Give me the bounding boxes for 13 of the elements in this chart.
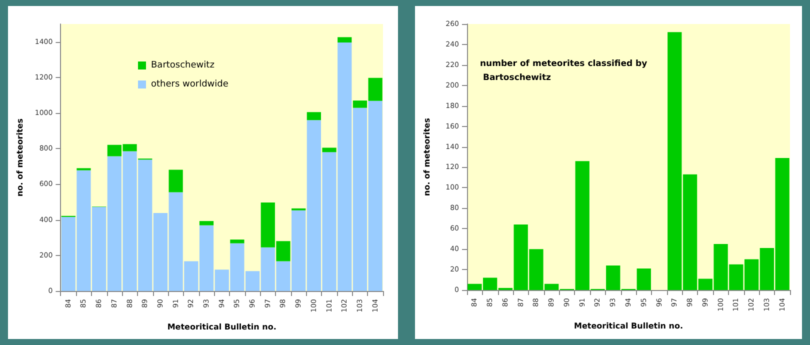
bar — [168, 170, 183, 192]
y-axis-title: no. of meteorites — [422, 118, 432, 196]
x-axis-title: Meteoritical Bulletin no. — [574, 322, 684, 330]
x-axis-title: Meteoritical Bulletin no. — [167, 322, 276, 332]
bar — [338, 37, 352, 43]
legend-label: others worldwide — [151, 80, 229, 90]
y-axis-title: no. of meteorites — [16, 118, 24, 196]
legend-label: Bartoschewitz — [151, 60, 215, 70]
bar — [199, 221, 214, 226]
bar — [306, 112, 321, 120]
text: number of meteorites classified by Bartoschewitz — [480, 59, 648, 83]
bar — [230, 240, 244, 244]
bar — [322, 148, 336, 152]
